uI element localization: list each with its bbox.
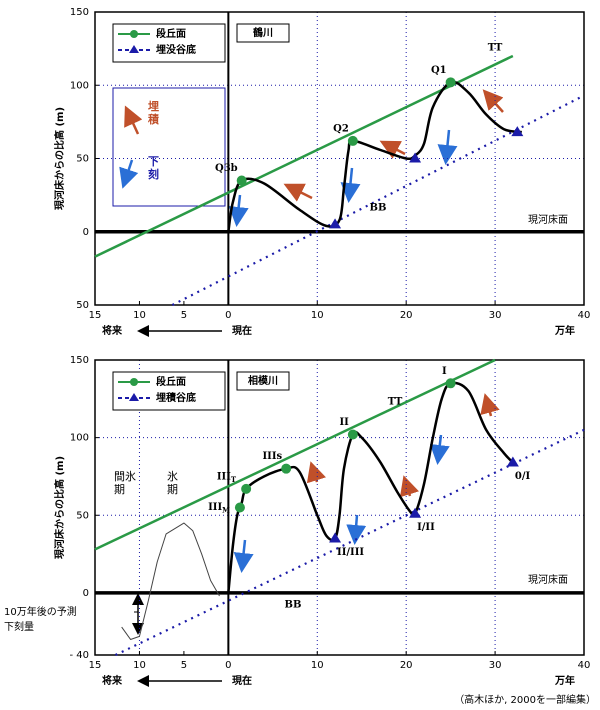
- x-tick-label: 20: [400, 310, 413, 321]
- valley-point: [409, 152, 422, 163]
- point-label: IIIT: [217, 471, 237, 484]
- terrace-point: [236, 175, 247, 186]
- point-label: IIIM: [208, 502, 230, 515]
- legend-marker: [130, 30, 138, 38]
- legend-marker: [129, 45, 139, 53]
- series-line: [114, 428, 585, 656]
- series-line: [94, 358, 496, 551]
- legend-label: 段丘面: [156, 27, 186, 40]
- x-tick-label: 0: [225, 310, 231, 321]
- legend-box: [112, 371, 226, 411]
- terrace-point: [445, 77, 456, 88]
- point-label: Q2: [333, 123, 349, 134]
- y-tick-label: 100: [70, 433, 89, 444]
- x-tick-label: 20: [400, 660, 413, 671]
- y-tick-label: 150: [70, 355, 89, 366]
- deposition-arrows: [124, 89, 504, 498]
- valley-point: [506, 456, 519, 467]
- legend-box: [112, 23, 226, 63]
- chart-title: 相模川: [248, 374, 278, 387]
- point-label: II: [339, 417, 349, 428]
- point-label: II/III: [337, 547, 364, 558]
- point-label: IIIs: [262, 451, 282, 462]
- incision-arrows: [119, 129, 458, 573]
- valley-point: [511, 126, 524, 137]
- x-tick-label: 5: [181, 310, 187, 321]
- point-label: 0/I: [515, 471, 531, 482]
- x-tick-label: 5: [181, 660, 187, 671]
- annotation: BB: [370, 203, 387, 214]
- y-tick-label: 150: [70, 7, 89, 18]
- annotation: TT: [488, 43, 503, 54]
- x-tick-label: 10: [133, 660, 146, 671]
- terrace-point: [281, 463, 292, 474]
- future-label: 将来: [102, 674, 123, 687]
- y-tick-label: 0: [83, 227, 89, 238]
- y-axis-label: 現河床からの比高 (m): [53, 456, 66, 559]
- x-tick-label: 15: [89, 310, 102, 321]
- point-label: Q1: [431, 65, 447, 76]
- legend-marker: [130, 378, 138, 386]
- prediction-label: 10万年後の予測: [4, 605, 77, 618]
- legend-label: 埋没谷底: [156, 43, 196, 56]
- y-tick-label: 50: [76, 510, 89, 521]
- x-axis-label: 万年: [554, 674, 575, 687]
- x-tick-label: 30: [489, 660, 502, 671]
- y-tick-label: 100: [70, 80, 89, 91]
- glacial-label: 氷期: [167, 470, 178, 496]
- y-tick-label: 0: [83, 588, 89, 599]
- y-tick-label: - 40: [69, 650, 89, 661]
- valley-point: [409, 507, 422, 518]
- y-tick-label: 50: [76, 300, 89, 311]
- legend-label: 埋積谷底: [156, 391, 196, 404]
- y-axis-label: 現河床からの比高 (m): [53, 107, 66, 210]
- source: （高木ほか, 2000を一部編集）: [454, 693, 596, 706]
- climate-cycle: [121, 522, 220, 640]
- x-tick-label: 40: [578, 660, 591, 671]
- present-label: 現在: [232, 324, 252, 337]
- point-label: I/II: [417, 522, 435, 533]
- point-label: Q3b: [215, 163, 238, 174]
- prediction-label: 下刻量: [4, 620, 34, 633]
- arrow-legend-label: 下刻: [148, 155, 159, 181]
- valley-point: [329, 218, 342, 229]
- terrace-point: [234, 502, 245, 513]
- title-box: [236, 371, 290, 391]
- annotation: 現河床面: [528, 573, 568, 586]
- x-tick-label: 10: [133, 310, 146, 321]
- legend-label: 段丘面: [156, 375, 186, 388]
- x-tick-label: 10: [311, 310, 324, 321]
- arrow-legend-box: [112, 87, 226, 207]
- annotation: BB: [285, 600, 302, 611]
- terrace-point: [347, 135, 358, 146]
- terrain-profile: [227, 381, 514, 594]
- x-tick-label: 40: [578, 310, 591, 321]
- point-label: I: [442, 366, 447, 377]
- glacial-label: 間氷期: [114, 470, 136, 496]
- annotation: 現河床面: [528, 213, 568, 226]
- present-label: 現在: [232, 674, 252, 687]
- valley-point: [329, 532, 342, 543]
- y-tick-label: 50: [76, 154, 89, 165]
- x-tick-label: 0: [225, 660, 231, 671]
- terrace-point: [445, 378, 456, 389]
- point-label-sub: M: [222, 506, 230, 515]
- x-axis-label: 万年: [554, 324, 575, 337]
- x-tick-label: 15: [89, 660, 102, 671]
- terrain-profile: [227, 80, 522, 232]
- x-tick-label: 10: [311, 660, 324, 671]
- annotation: TT: [388, 397, 403, 408]
- plot-frame: [94, 359, 585, 656]
- terrace-point: [347, 429, 358, 440]
- legend-marker: [129, 393, 139, 401]
- arrow-legend-label: 埋積: [148, 100, 159, 126]
- x-tick-label: 30: [489, 310, 502, 321]
- title-box: [236, 23, 290, 43]
- terrace-point: [241, 483, 252, 494]
- point-label-sub: T: [231, 475, 237, 484]
- future-label: 将来: [102, 324, 123, 337]
- chart-title: 鶴川: [253, 26, 273, 39]
